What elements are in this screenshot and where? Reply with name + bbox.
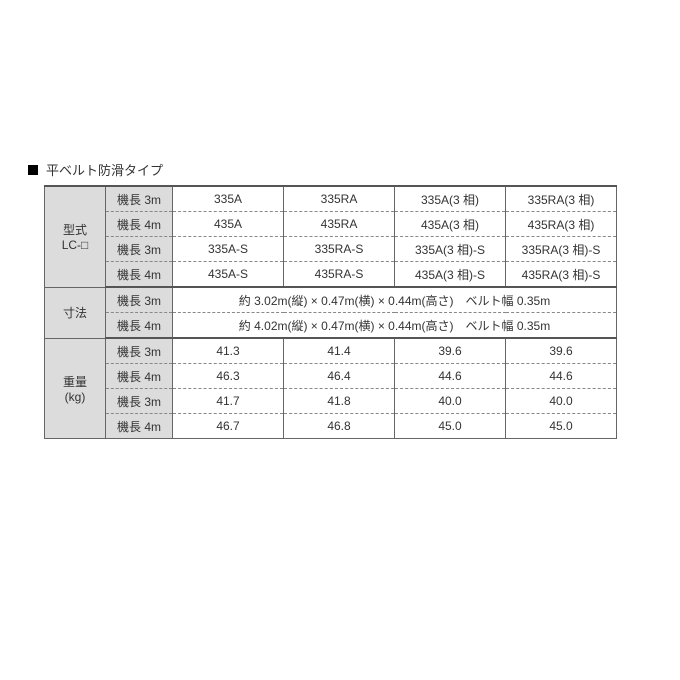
cell: 41.4 [284,338,395,364]
section-title: 平ベルト防滑タイプ [28,160,680,179]
subhead-len4: 機長 4m [106,414,173,439]
subhead-len4: 機長 4m [106,364,173,389]
cell: 435A(3 相)-S [395,262,506,288]
cell: 335A [173,186,284,212]
cell: 45.0 [395,414,506,439]
cell: 335A(3 相) [395,186,506,212]
cell: 46.7 [173,414,284,439]
spec-table: 型式 LC-□ 機長 3m 335A 335RA 335A(3 相) 335RA… [44,185,617,439]
cell: 41.7 [173,389,284,414]
rowhead-weight: 重量 (kg) [45,338,106,439]
cell: 41.8 [284,389,395,414]
cell: 335RA [284,186,395,212]
cell: 40.0 [506,389,617,414]
cell: 435RA-S [284,262,395,288]
cell: 39.6 [506,338,617,364]
rowhead-dims: 寸法 [45,287,106,338]
square-bullet-icon [28,165,38,175]
cell: 435RA [284,212,395,237]
cell: 40.0 [395,389,506,414]
subhead-len4: 機長 4m [106,262,173,288]
cell: 435RA(3 相)-S [506,262,617,288]
cell: 46.4 [284,364,395,389]
title-text: 平ベルト防滑タイプ [46,160,163,179]
cell: 335RA(3 相)-S [506,237,617,262]
cell: 46.8 [284,414,395,439]
subhead-len3: 機長 3m [106,389,173,414]
subhead-len4: 機長 4m [106,313,173,339]
cell: 335RA(3 相) [506,186,617,212]
cell: 335RA-S [284,237,395,262]
subhead-len3: 機長 3m [106,338,173,364]
cell: 39.6 [395,338,506,364]
subhead-len3: 機長 3m [106,237,173,262]
cell: 435A(3 相) [395,212,506,237]
cell-dims: 約 3.02m(縦) × 0.47m(横) × 0.44m(高さ) ベルト幅 0… [173,287,617,313]
rowhead-model: 型式 LC-□ [45,186,106,287]
cell-dims: 約 4.02m(縦) × 0.47m(横) × 0.44m(高さ) ベルト幅 0… [173,313,617,339]
cell: 435A [173,212,284,237]
subhead-len3: 機長 3m [106,287,173,313]
cell: 41.3 [173,338,284,364]
cell: 435RA(3 相) [506,212,617,237]
subhead-len4: 機長 4m [106,212,173,237]
cell: 335A-S [173,237,284,262]
cell: 44.6 [506,364,617,389]
cell: 44.6 [395,364,506,389]
subhead-len3: 機長 3m [106,186,173,212]
cell: 45.0 [506,414,617,439]
cell: 335A(3 相)-S [395,237,506,262]
cell: 435A-S [173,262,284,288]
cell: 46.3 [173,364,284,389]
